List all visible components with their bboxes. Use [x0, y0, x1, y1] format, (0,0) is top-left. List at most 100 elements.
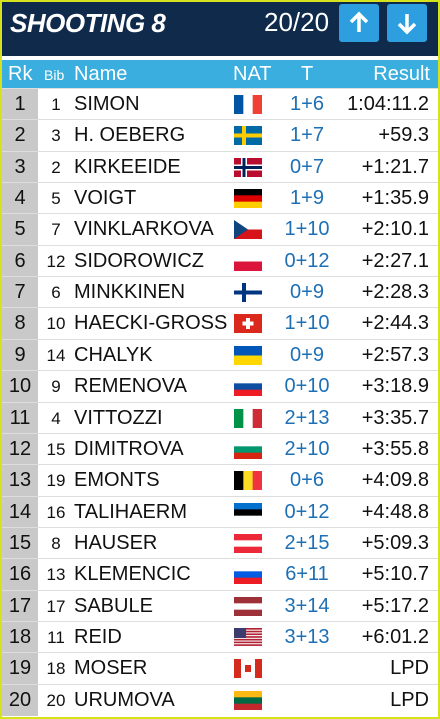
- rank: 3: [14, 155, 26, 178]
- result-row: 3 2 KIRKEEIDE 0+7 +1:21.7: [2, 150, 438, 183]
- down-icon: [397, 14, 417, 35]
- result-row: 11 4 VITTOZZI 2+13 +3:35.7: [2, 401, 438, 434]
- rank-cell: [2, 527, 38, 559]
- rank-cell: [2, 277, 38, 309]
- rank: 14: [8, 500, 32, 523]
- bib: 1: [51, 95, 61, 114]
- result: +5:09.3: [361, 531, 429, 554]
- flag: [234, 314, 262, 334]
- flag: [234, 220, 262, 240]
- rank: 7: [14, 281, 26, 304]
- rank: 17: [8, 594, 32, 617]
- result-row: 18 11 REID 3+13 +6:01.2: [2, 620, 438, 653]
- result-row: 16 13 KLEMENCIC 6+11 +5:10.7: [2, 558, 438, 591]
- result: LPD: [390, 688, 429, 711]
- athlete-name: SABULE: [74, 594, 153, 617]
- flag: [234, 408, 262, 428]
- bib: 16: [46, 502, 66, 522]
- athlete-name: VITTOZZI: [74, 406, 163, 429]
- athlete-name: HAECKI-GROSS: [74, 312, 228, 335]
- column-header: Rk Bib Name NAT T Result: [2, 60, 438, 88]
- result-row: 14 16 TALIHAERM 0+12 +4:48.8: [2, 495, 438, 528]
- result-row: 1 1 SIMON 1+6 1:04:11.2: [2, 88, 438, 120]
- bib: 14: [46, 345, 66, 365]
- rank-cell: [2, 371, 38, 403]
- bib: 6: [51, 283, 61, 303]
- result-row: 12 15 DIMITROVA 2+10 +3:55.8: [2, 432, 438, 465]
- result: +59.3: [378, 124, 429, 147]
- athlete-name: REMENOVA: [74, 375, 187, 398]
- rank: 5: [14, 218, 26, 241]
- bib: 10: [46, 314, 66, 334]
- rank-cell: [2, 339, 38, 371]
- flag: [234, 471, 262, 491]
- shooting: 3+14: [284, 594, 330, 617]
- bib: 3: [51, 126, 61, 146]
- col-rank: Rk: [8, 63, 33, 85]
- result: +2:44.3: [361, 312, 429, 335]
- rank: 18: [8, 625, 32, 648]
- title: SHOOTING 8: [10, 8, 166, 38]
- flag: [234, 377, 262, 397]
- shooting: 1+10: [284, 218, 330, 241]
- athlete-name: REID: [74, 625, 122, 648]
- result: +1:35.9: [361, 187, 429, 210]
- athlete-name: H. OEBERG: [74, 124, 186, 147]
- flag: [234, 126, 262, 146]
- shooting: 2+15: [284, 531, 330, 554]
- shooting: 1+7: [290, 124, 324, 147]
- flag: [234, 95, 262, 114]
- shooting: 1+9: [290, 187, 324, 210]
- result-row: 6 12 SIDOROWICZ 0+12 +2:27.1: [2, 244, 438, 277]
- rank: 13: [8, 469, 32, 492]
- rank-cell: [2, 183, 38, 215]
- result: +3:18.9: [361, 375, 429, 398]
- rank-cell: [2, 684, 38, 716]
- rank: 16: [8, 563, 32, 586]
- shooting: 0+9: [290, 343, 324, 366]
- down-button[interactable]: [387, 4, 427, 42]
- rank: 15: [8, 531, 32, 554]
- flag: [234, 251, 262, 271]
- bib: 2: [51, 157, 61, 177]
- rank-cell: [2, 214, 38, 246]
- flag: [234, 189, 262, 209]
- result: 1:04:11.2: [347, 93, 429, 115]
- result-row: 19 18 MOSER LPD: [2, 652, 438, 685]
- flag: [234, 596, 262, 616]
- result: LPD: [390, 657, 429, 680]
- result-row: 9 14 CHALYK 0+9 +2:57.3: [2, 338, 438, 371]
- bib: 20: [46, 690, 66, 710]
- rank: 6: [14, 249, 26, 272]
- athlete-name: MOSER: [74, 657, 148, 680]
- shooting: 1+10: [284, 312, 330, 335]
- flag: [234, 439, 262, 459]
- bib: 19: [46, 471, 66, 491]
- rank: 20: [8, 688, 32, 711]
- progress: 20/20: [264, 7, 330, 37]
- athlete-name: VINKLARKOVA: [74, 218, 214, 241]
- rank-cell: [2, 151, 38, 183]
- result: +3:55.8: [361, 437, 429, 460]
- bib: 13: [46, 565, 66, 585]
- up-button[interactable]: [339, 4, 379, 42]
- athlete-name: DIMITROVA: [74, 437, 184, 460]
- bib: 15: [46, 439, 66, 459]
- shooting: 2+10: [284, 437, 330, 460]
- result-row: 4 5 VOIGT 1+9 +1:35.9: [2, 182, 438, 215]
- shooting: 3+13: [284, 625, 330, 648]
- result: +4:48.8: [361, 500, 429, 523]
- athlete-name: EMONTS: [74, 469, 160, 492]
- athlete-name: MINKKINEN: [74, 281, 186, 304]
- result: +2:27.1: [361, 249, 429, 272]
- rank-cell: [2, 402, 38, 434]
- result-row: 10 9 REMENOVA 0+10 +3:18.9: [2, 370, 438, 403]
- shooting: 6+11: [285, 563, 329, 586]
- bib: 9: [51, 377, 61, 397]
- result: +6:01.2: [361, 625, 429, 648]
- result: +3:35.7: [361, 406, 429, 429]
- flag: [234, 565, 262, 585]
- result: +1:21.7: [361, 155, 429, 178]
- athlete-name: SIMON: [74, 93, 140, 115]
- result-row: 17 17 SABULE 3+14 +5:17.2: [2, 589, 438, 622]
